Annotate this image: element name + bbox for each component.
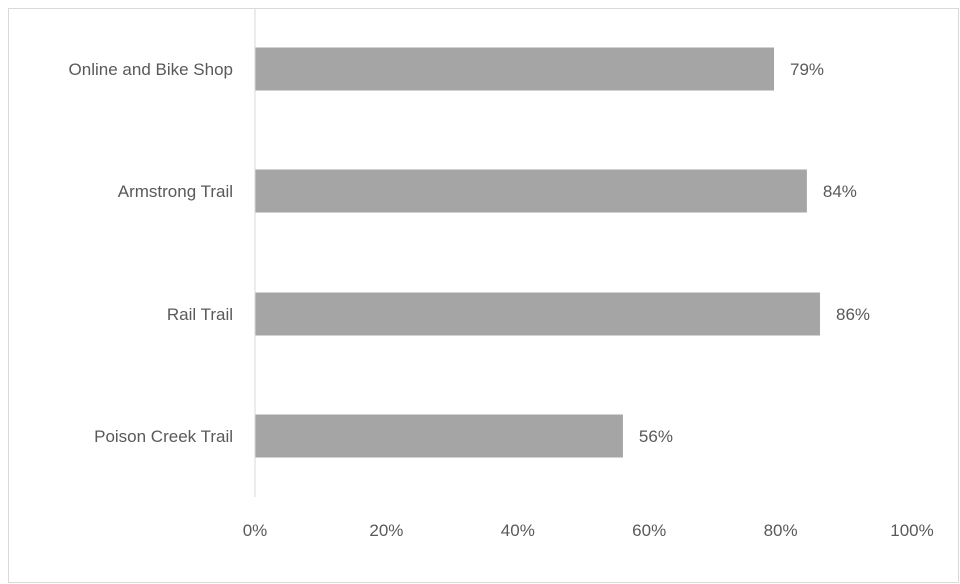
category-label: Rail Trail — [167, 305, 233, 324]
data-label: 86% — [836, 305, 870, 324]
category-label: Poison Creek Trail — [94, 427, 233, 446]
bar-0 — [255, 47, 775, 91]
x-tick-label: 80% — [764, 521, 798, 540]
x-tick-label: 60% — [632, 521, 666, 540]
data-label: 56% — [639, 427, 673, 446]
category-labels-group: Online and Bike Shop Armstrong Trail Rail … — [69, 60, 233, 446]
data-label: 79% — [790, 60, 824, 79]
category-label: Online and Bike Shop — [69, 60, 233, 79]
x-tick-label: 20% — [369, 521, 403, 540]
x-tick-label: 100% — [890, 521, 933, 540]
bar-3 — [255, 414, 623, 458]
category-label: Armstrong Trail — [118, 182, 233, 201]
bar-2 — [255, 292, 821, 336]
bar-1 — [255, 169, 807, 213]
bars-group — [255, 47, 821, 458]
data-labels-group: 79% 84% 86% 56% — [639, 60, 870, 446]
x-tick-label: 40% — [501, 521, 535, 540]
x-tick-labels-group: 0% 20% 40% 60% 80% 100% — [243, 521, 934, 540]
data-label: 84% — [823, 182, 857, 201]
x-tick-label: 0% — [243, 521, 268, 540]
